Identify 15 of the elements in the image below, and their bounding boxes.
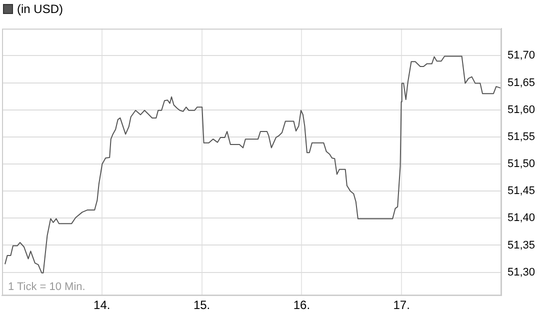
- x-tick-label: 14.: [94, 298, 110, 312]
- y-tick-label: 51,35: [507, 239, 536, 252]
- y-tick-label: 51,50: [507, 158, 536, 170]
- chart-title: (in USD): [17, 2, 64, 16]
- x-tick-label: 16.: [293, 298, 310, 312]
- y-tick-label: 51,55: [507, 130, 536, 143]
- y-tick-label: 51,30: [507, 266, 536, 278]
- y-tick-label: 51,70: [507, 50, 536, 62]
- y-tick-label: 51,45: [507, 185, 536, 198]
- y-tick-label: 51,40: [507, 212, 536, 224]
- y-tick-label: 51,65: [507, 76, 536, 89]
- y-tick-label: 51,60: [507, 104, 536, 116]
- x-tick-label: 17.: [393, 298, 410, 312]
- x-tick-label: 15.: [193, 298, 210, 312]
- annotation: 1 Tick = 10 Min.: [8, 281, 86, 294]
